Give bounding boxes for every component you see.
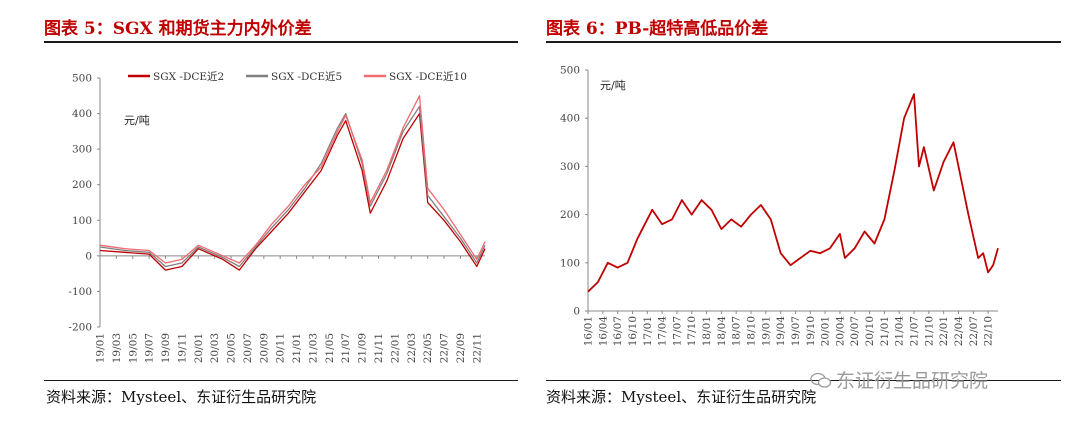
x-tick-label: 18/01 [701,316,713,346]
series-line [99,95,486,264]
x-tick-label: 21/10 [923,316,935,346]
x-tick-label: 19/01 [760,316,772,346]
x-tick-label: 17/07 [671,316,683,346]
x-tick-label: 20/09 [258,333,270,363]
x-tick-label: 16/10 [627,316,639,346]
y-tick-label: 300 [560,161,580,173]
x-tick-label: 17/04 [657,316,669,347]
source-rule [546,380,1061,381]
x-tick-label: 22/03 [406,333,418,363]
y-tick-label: 500 [72,73,92,85]
y-tick-label: 400 [72,108,92,120]
x-tick-label: 21/11 [373,333,385,363]
y-tick-label: 0 [573,306,580,318]
x-tick-label: 19/07 [144,333,156,363]
x-tick-label: 22/10 [983,316,995,346]
y-tick-label: 500 [560,65,580,77]
y-tick-label: 0 [85,250,92,262]
x-tick-label: 17/10 [686,316,698,346]
y-tick-label: 100 [72,215,92,227]
wechat-icon [810,372,832,388]
right-chart-panel: 图表 6：PB-超特高低品价差 0 100 200 300 400 500 16/01 16/… [540,0,1080,427]
source-note: 资料来源：Mysteel、东证衍生品研究院 [46,388,317,406]
title-rule [44,41,518,43]
x-tick-label: 21/01 [879,316,891,346]
x-tick-label: 18/10 [746,316,758,346]
x-tick-label: 18/07 [731,316,743,346]
source-rule [44,380,518,381]
y-tick-label: 200 [560,209,580,221]
y-tick-label: 100 [560,257,580,269]
chart-title: 图表 5：SGX 和期货主力内外价差 [44,19,312,39]
x-tick-label: 20/03 [209,333,221,363]
x-tick-label: 22/07 [439,333,451,363]
x-tick-label: 20/11 [275,333,287,363]
x-tick-label: 18/04 [716,316,728,347]
x-tick-label: 19/04 [775,316,787,347]
y-tick-label: -100 [68,286,92,298]
y-tick-label: 400 [560,113,580,125]
y-tick-label: 200 [72,179,92,191]
x-tick-label: 20/07 [849,316,861,346]
source-note: 资料来源：Mysteel、东证衍生品研究院 [546,388,817,406]
x-tick-label: 21/09 [357,333,369,363]
unit-label: 元/吨 [600,79,626,92]
series-line [99,112,486,271]
x-tick-label: 16/07 [612,316,624,346]
left-chart-panel: 图表 5：SGX 和期货主力内外价差 -200 -100 0 100 200 300 400… [0,0,530,427]
unit-label: 元/吨 [124,114,150,127]
x-tick-label: 19/01 [95,333,107,363]
series-line [99,105,486,268]
x-tick-label: 22/07 [968,316,980,346]
x-tick-label: 20/10 [864,316,876,346]
spread-chart-left: -200 -100 0 100 200 300 400 500 19/01 19/03 19/05 1… [68,70,486,363]
watermark-text: 东证衍生品研究院 [836,370,989,392]
y-tick-label: 300 [72,144,92,156]
x-tick-label: 21/05 [324,333,336,363]
chart-title: 图表 6：PB-超特高低品价差 [546,19,769,39]
x-tick-label: 21/07 [340,333,352,363]
x-tick-label: 21/01 [291,333,303,363]
x-tick-label: 20/01 [193,333,205,363]
x-tick-label: 22/05 [422,333,434,363]
x-tick-label: 21/04 [894,316,906,347]
x-tick-label: 20/01 [820,316,832,346]
x-tick-label: 22/04 [953,316,965,347]
x-tick-label: 16/01 [583,316,595,346]
x-tick-label: 22/11 [471,333,483,363]
title-rule [546,41,1061,43]
x-tick-label: 22/01 [938,316,950,346]
legend-label: SGX -DCE近5 [271,70,342,83]
y-tick-label: -200 [68,322,92,334]
x-tick-label: 19/07 [790,316,802,346]
legend-label: SGX -DCE近2 [153,70,224,83]
x-tick-label: 19/03 [111,333,123,363]
x-tick-label: 17/01 [642,316,654,346]
x-tick-label: 19/10 [805,316,817,346]
x-tick-label: 21/07 [909,316,921,346]
series-line [587,93,999,293]
x-tick-label: 21/03 [307,333,319,363]
x-tick-label: 16/04 [597,316,609,347]
x-tick-label: 19/05 [127,333,139,363]
x-tick-label: 20/07 [242,333,254,363]
x-tick-label: 19/11 [176,333,188,363]
x-tick-label: 20/04 [834,316,846,347]
x-tick-label: 22/01 [389,333,401,363]
legend-label: SGX -DCE近10 [389,70,467,83]
x-tick-label: 20/05 [226,333,238,363]
x-tick-label: 19/09 [160,333,172,363]
x-tick-label: 22/09 [455,333,467,363]
watermark: 东证衍生品研究院 [810,366,988,393]
